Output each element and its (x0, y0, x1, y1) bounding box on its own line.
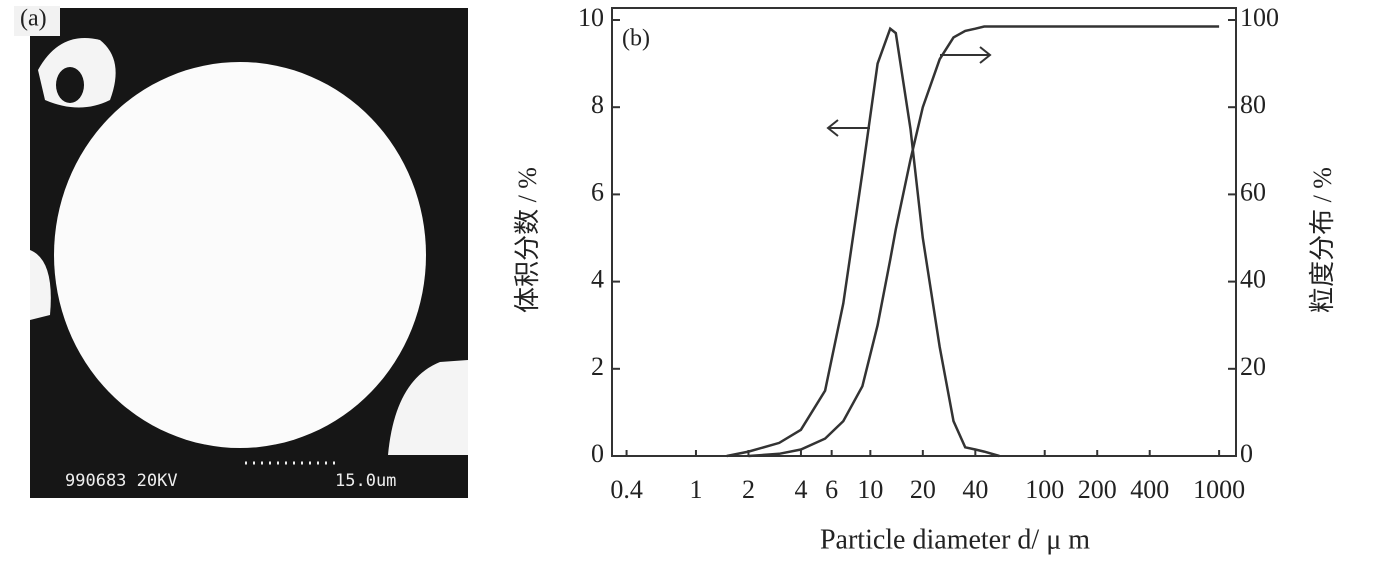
y2-tick-label: 40 (1240, 265, 1266, 294)
sem-caption: 990683 20KV (65, 471, 178, 491)
y-axis-label: 体积分数 / % (513, 167, 542, 313)
line (748, 25, 1220, 458)
x-tick-label: 10 (857, 475, 883, 504)
x-tick-label: 0.4 (610, 475, 643, 504)
plot-frame (611, 7, 1237, 457)
label-bg (14, 6, 60, 36)
y-tick-label: 0 (591, 439, 604, 468)
y2-tick-label: 80 (1240, 90, 1266, 119)
line (726, 26, 1000, 458)
y-tick-label: 4 (591, 265, 604, 294)
particle-hole (56, 67, 84, 103)
x-tick-label: 400 (1130, 475, 1169, 504)
panel-label: (b) (622, 26, 650, 52)
x-tick-label: 1 (689, 475, 702, 504)
y2-axis-label: 粒度分布 / % (1308, 167, 1337, 313)
y2-tick-label: 100 (1240, 3, 1279, 32)
x-tick-label: 6 (825, 475, 838, 504)
sem-scale: 15.0um (335, 471, 396, 491)
panel-label: (a) (20, 6, 47, 32)
y-tick-label: 8 (591, 90, 604, 119)
particle-main (54, 62, 426, 448)
x-tick-label: 4 (794, 475, 807, 504)
y2-tick-label: 0 (1240, 439, 1253, 468)
x-tick-label: 200 (1078, 475, 1117, 504)
x-tick-label: 1000 (1193, 475, 1245, 504)
arrow-left (826, 119, 870, 137)
x-tick-label: 20 (910, 475, 936, 504)
x-tick-label: 40 (962, 475, 988, 504)
particle (30, 250, 51, 320)
x-tick-label: 2 (742, 475, 755, 504)
y-tick-label: 6 (591, 177, 604, 206)
y2-tick-label: 60 (1240, 177, 1266, 206)
y-tick-label: 2 (591, 352, 604, 381)
y-tick-label: 10 (578, 3, 604, 32)
y2-tick-label: 20 (1240, 352, 1266, 381)
arrow-right (940, 46, 992, 64)
particle (388, 360, 468, 455)
x-axis-label: Particle diameter d/ μ m (820, 524, 1090, 555)
chart: (b) 体积分数 / % 粒度分布 / % Particle diameter … (513, 3, 1337, 555)
x-tick-label: 100 (1025, 475, 1064, 504)
